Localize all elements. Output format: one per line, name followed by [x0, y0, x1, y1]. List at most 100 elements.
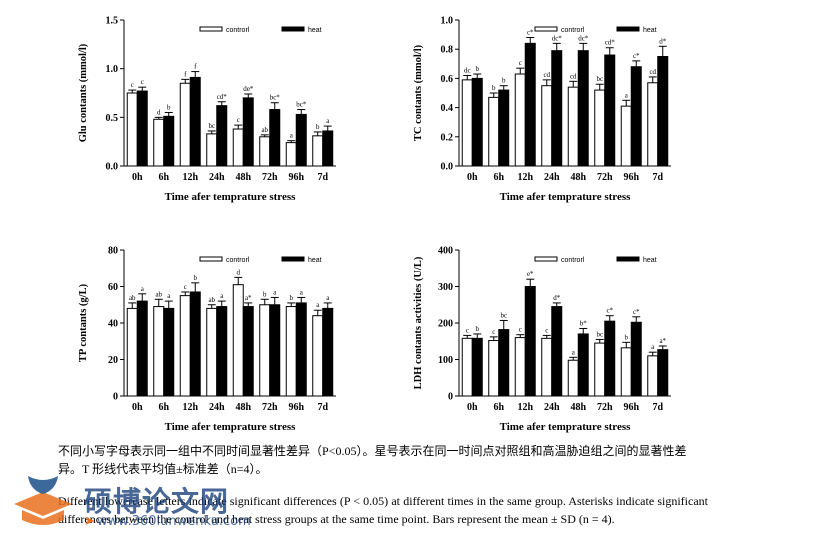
significance-label: a [141, 285, 145, 293]
control-bar [232, 128, 244, 167]
significance-label: b [625, 333, 629, 341]
significance-label: ab [261, 126, 268, 134]
control-bar [206, 133, 218, 167]
x-tick-label: 0h [132, 402, 143, 413]
significance-label: dc* [578, 34, 589, 42]
control-bar [285, 142, 297, 167]
y-tick-label: 40 [108, 319, 118, 330]
heat-bar [630, 66, 642, 167]
x-tick-label: 24h [544, 172, 560, 183]
control-bar [153, 118, 165, 167]
y-tick-label: 1.0 [106, 64, 119, 75]
significance-label: a [220, 292, 224, 300]
significance-label: c [519, 59, 522, 67]
y-tick-label: 20 [108, 355, 118, 366]
heat-bar [551, 50, 563, 167]
heat-bar [498, 89, 510, 167]
significance-label: c [131, 81, 134, 89]
y-tick-label: 1.0 [441, 16, 454, 27]
legend-label-control: controrl [226, 27, 250, 34]
significance-label: c [184, 283, 187, 291]
figure-caption-chinese: 不同小写字母表示同一组中不同时间显著性差异（P<0.05）。星号表示在同一时间点… [58, 444, 687, 476]
significance-label: d* [659, 37, 667, 45]
y-axis-label: LDH contants activities (U/L) [413, 256, 424, 389]
control-bar [461, 337, 473, 397]
heat-bar [630, 321, 642, 397]
significance-label: ab [208, 296, 215, 304]
control-bar [647, 355, 659, 397]
heat-bar [577, 333, 589, 397]
legend-swatch-control [534, 26, 558, 32]
y-tick-label: 400 [438, 246, 453, 257]
heat-bar [471, 77, 483, 167]
control-bar [488, 340, 500, 397]
significance-label: c [519, 326, 522, 334]
significance-label: ab [155, 290, 162, 298]
heat-bar [216, 306, 228, 397]
significance-label: a* [245, 294, 252, 302]
y-axis-label: TP contants (g/L) [78, 283, 89, 362]
heat-bar [295, 113, 307, 167]
significance-label: bc [208, 122, 215, 130]
significance-label: a [290, 132, 294, 140]
significance-label: b [194, 274, 198, 282]
x-tick-label: 24h [209, 402, 225, 413]
significance-label: a [326, 117, 330, 125]
control-bar [514, 73, 526, 167]
control-bar [620, 347, 632, 397]
significance-label: a [273, 288, 277, 296]
significance-label: cd* [217, 93, 228, 101]
x-tick-label: 72h [262, 172, 278, 183]
y-tick-label: 0 [448, 392, 453, 403]
x-tick-label: 7d [652, 402, 663, 413]
x-tick-label: 0h [467, 172, 478, 183]
tp-chart: 0 20 40 60 80 TP contants (g/L) Time afer temp… [78, 246, 336, 433]
significance-label: c* [633, 308, 640, 316]
x-tick-label: 96h [623, 402, 639, 413]
x-axis-label: Time afer temprature stress [500, 421, 632, 433]
control-bar [567, 359, 579, 397]
significance-label: c [141, 78, 144, 86]
significance-label: f [184, 70, 187, 78]
y-tick-label: 80 [108, 246, 118, 257]
control-bar [594, 342, 606, 397]
heat-bar [269, 304, 281, 397]
legend-label-heat: heat [643, 257, 657, 264]
significance-label: bc [596, 75, 603, 83]
legend-label-heat: heat [308, 27, 322, 34]
significance-label: b [476, 325, 480, 333]
control-bar [259, 136, 271, 167]
x-tick-label: 12h [517, 172, 533, 183]
y-tick-label: 0.2 [441, 132, 454, 143]
legend-swatch-heat [616, 256, 640, 262]
x-tick-label: 96h [623, 172, 639, 183]
control-bar [541, 337, 553, 397]
glu-chart-panel: 0.0 0.5 1.0 1.5 Glu contants (mmol/l) Time af… [70, 6, 370, 206]
legend-label-heat: heat [643, 27, 657, 34]
significance-label: cd [543, 71, 550, 79]
significance-label: bc [596, 330, 603, 338]
significance-label: dc [464, 66, 471, 74]
glu-chart: 0.0 0.5 1.0 1.5 Glu contants (mmol/l) Time af… [78, 16, 336, 203]
heat-bar [498, 329, 510, 397]
y-tick-label: 1.5 [106, 16, 119, 27]
x-tick-label: 48h [570, 402, 586, 413]
significance-label: d* [553, 294, 561, 302]
y-tick-label: 0.0 [441, 162, 454, 173]
significance-label: b [167, 103, 171, 111]
x-tick-label: 6h [158, 172, 169, 183]
significance-label: bc [500, 311, 507, 319]
x-tick-label: 12h [517, 402, 533, 413]
x-tick-label: 72h [597, 402, 613, 413]
heat-bar [577, 50, 589, 167]
significance-label: a [651, 343, 655, 351]
ldh-chart-panel: 0 100 200 300 400 LDH contants activities (U/… [405, 236, 705, 436]
x-tick-label: 12h [182, 402, 198, 413]
x-tick-label: 96h [288, 172, 304, 183]
significance-label: d [157, 108, 161, 116]
significance-label: b* [580, 319, 588, 327]
heat-bar [269, 109, 281, 167]
y-tick-label: 0.0 [106, 162, 119, 173]
ldh-chart: 0 100 200 300 400 LDH contants activities (U/… [413, 246, 671, 433]
figure-caption-english: Different lowercase letters indicate sig… [58, 494, 708, 526]
